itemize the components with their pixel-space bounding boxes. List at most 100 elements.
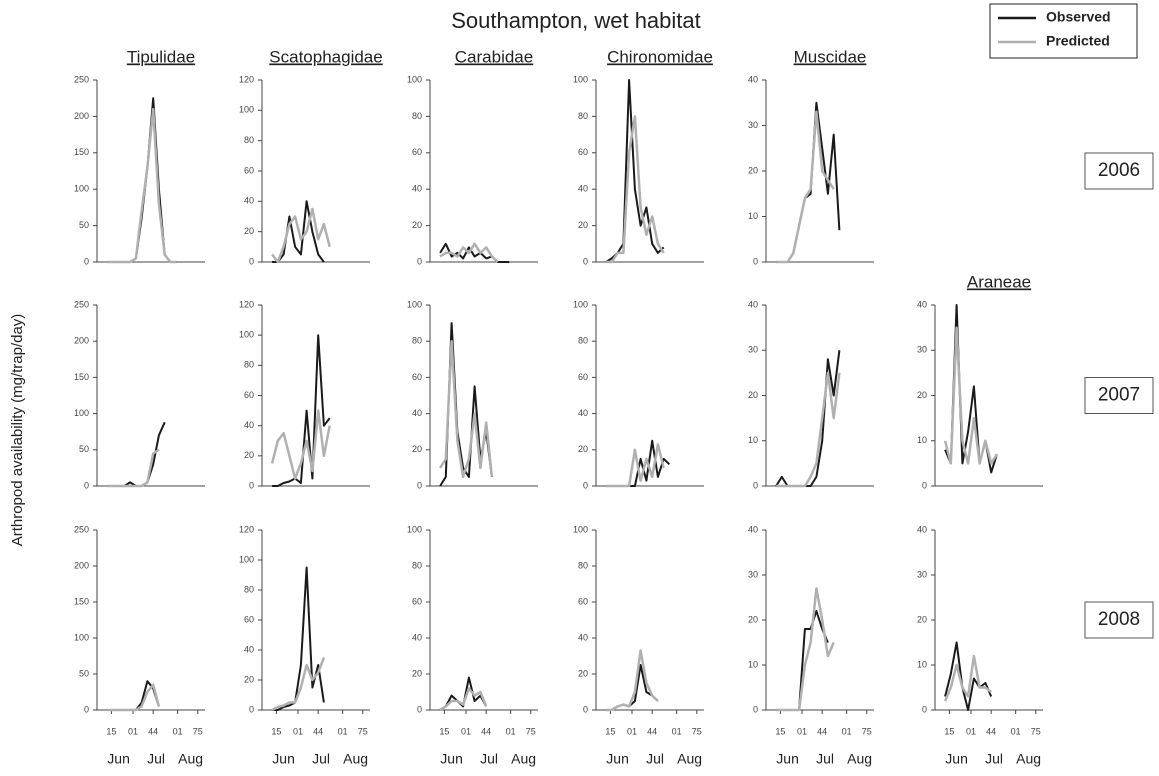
- y-tick-label: 200: [74, 111, 89, 121]
- y-tick-label: 20: [917, 614, 927, 624]
- series-line: [107, 683, 161, 712]
- y-tick-label: 30: [917, 345, 927, 355]
- x-month-label: Aug: [1016, 751, 1041, 767]
- y-tick-label: 60: [412, 147, 422, 157]
- y-tick-label: 0: [922, 704, 927, 714]
- series-line: [439, 339, 494, 479]
- y-tick-label: 200: [74, 560, 89, 570]
- y-tick-label: 50: [79, 220, 89, 230]
- y-tick-label: 10: [748, 435, 758, 445]
- series-line: [271, 657, 326, 712]
- y-tick-label: 30: [748, 120, 758, 130]
- series-line: [775, 350, 841, 487]
- y-tick-label: 60: [578, 147, 588, 157]
- x-tick-label: 75: [193, 726, 203, 736]
- legend-label: Observed: [1046, 9, 1111, 25]
- x-month-label: Jun: [272, 751, 295, 767]
- y-tick-label: 20: [748, 390, 758, 400]
- x-month-label: Jun: [945, 751, 968, 767]
- y-tick-label: 80: [244, 135, 254, 145]
- y-tick-label: 0: [922, 480, 927, 490]
- row-label-box: [1084, 601, 1154, 639]
- x-tick-label: 01: [672, 726, 682, 736]
- column-title: Scatophagidae: [269, 47, 382, 66]
- y-tick-label: 40: [748, 299, 758, 309]
- y-tick-label: 10: [748, 211, 758, 221]
- y-tick-label: 0: [753, 256, 758, 266]
- column-title: Araneae: [967, 272, 1031, 291]
- row-label: 2008: [1098, 609, 1140, 630]
- y-tick-label: 50: [79, 444, 89, 454]
- y-tick-label: 20: [917, 390, 927, 400]
- y-tick-label: 0: [753, 480, 758, 490]
- y-tick-label: 250: [74, 74, 89, 84]
- y-tick-label: 0: [753, 704, 758, 714]
- x-tick-label: 75: [526, 726, 536, 736]
- y-tick-label: 20: [412, 668, 422, 678]
- y-tick-label: 60: [578, 372, 588, 382]
- x-tick-label: 15: [271, 726, 281, 736]
- y-tick-label: 100: [74, 184, 89, 194]
- y-tick-label: 10: [917, 435, 927, 445]
- x-tick-label: 01: [966, 726, 976, 736]
- x-tick-label: 01: [797, 726, 807, 736]
- series-line: [439, 676, 488, 711]
- x-month-label: Jul: [312, 751, 330, 767]
- y-tick-label: 50: [79, 668, 89, 678]
- y-tick-label: 0: [583, 480, 588, 490]
- x-tick-label: 75: [1031, 726, 1041, 736]
- y-tick-label: 0: [84, 256, 89, 266]
- y-tick-label: 60: [244, 165, 254, 175]
- y-tick-label: 20: [412, 220, 422, 230]
- series-line: [270, 409, 331, 480]
- x-month-label: Jun: [440, 751, 463, 767]
- x-tick-label: 15: [106, 726, 116, 736]
- y-tick-label: 40: [748, 524, 758, 534]
- y-tick-label: 20: [578, 220, 588, 230]
- x-tick-label: 01: [128, 726, 138, 736]
- y-tick-label: 40: [578, 184, 588, 194]
- y-tick-label: 250: [74, 299, 89, 309]
- series-line: [776, 371, 841, 488]
- row-label-box: [1084, 377, 1154, 414]
- y-tick-label: 120: [239, 524, 254, 534]
- y-axis-label: Arthropod availability (mg/trap/day): [9, 314, 26, 547]
- y-tick-label: 120: [239, 299, 254, 309]
- y-tick-label: 60: [578, 596, 588, 606]
- y-tick-label: 40: [412, 632, 422, 642]
- x-tick-label: 15: [944, 726, 954, 736]
- y-tick-label: 0: [249, 256, 254, 266]
- y-tick-label: 0: [417, 480, 422, 490]
- x-tick-label: 01: [461, 726, 471, 736]
- x-month-label: Aug: [343, 751, 368, 767]
- y-tick-label: 60: [412, 372, 422, 382]
- y-tick-label: 0: [417, 256, 422, 266]
- y-tick-label: 40: [244, 420, 254, 430]
- x-tick-label: 44: [481, 726, 491, 736]
- x-month-label: Jul: [147, 751, 165, 767]
- x-month-label: Jun: [107, 751, 130, 767]
- y-tick-label: 20: [244, 226, 254, 236]
- y-tick-label: 20: [578, 444, 588, 454]
- y-tick-label: 0: [249, 704, 254, 714]
- y-tick-label: 10: [748, 659, 758, 669]
- legend-box: [989, 3, 1138, 59]
- y-tick-label: 60: [244, 390, 254, 400]
- x-tick-label: 01: [338, 726, 348, 736]
- y-tick-label: 80: [578, 560, 588, 570]
- y-tick-label: 80: [244, 584, 254, 594]
- y-tick-label: 100: [407, 74, 422, 84]
- series-line: [107, 107, 177, 264]
- y-tick-label: 20: [244, 674, 254, 684]
- x-month-label: Jul: [816, 751, 834, 767]
- y-tick-label: 250: [74, 524, 89, 534]
- x-tick-label: 44: [986, 726, 996, 736]
- x-tick-label: 01: [1011, 726, 1021, 736]
- x-tick-label: 01: [506, 726, 516, 736]
- figure-title: Southampton, wet habitat: [451, 8, 701, 33]
- x-tick-label: 01: [173, 726, 183, 736]
- x-tick-label: 01: [842, 726, 852, 736]
- x-tick-label: 44: [313, 726, 323, 736]
- series-line: [606, 649, 659, 712]
